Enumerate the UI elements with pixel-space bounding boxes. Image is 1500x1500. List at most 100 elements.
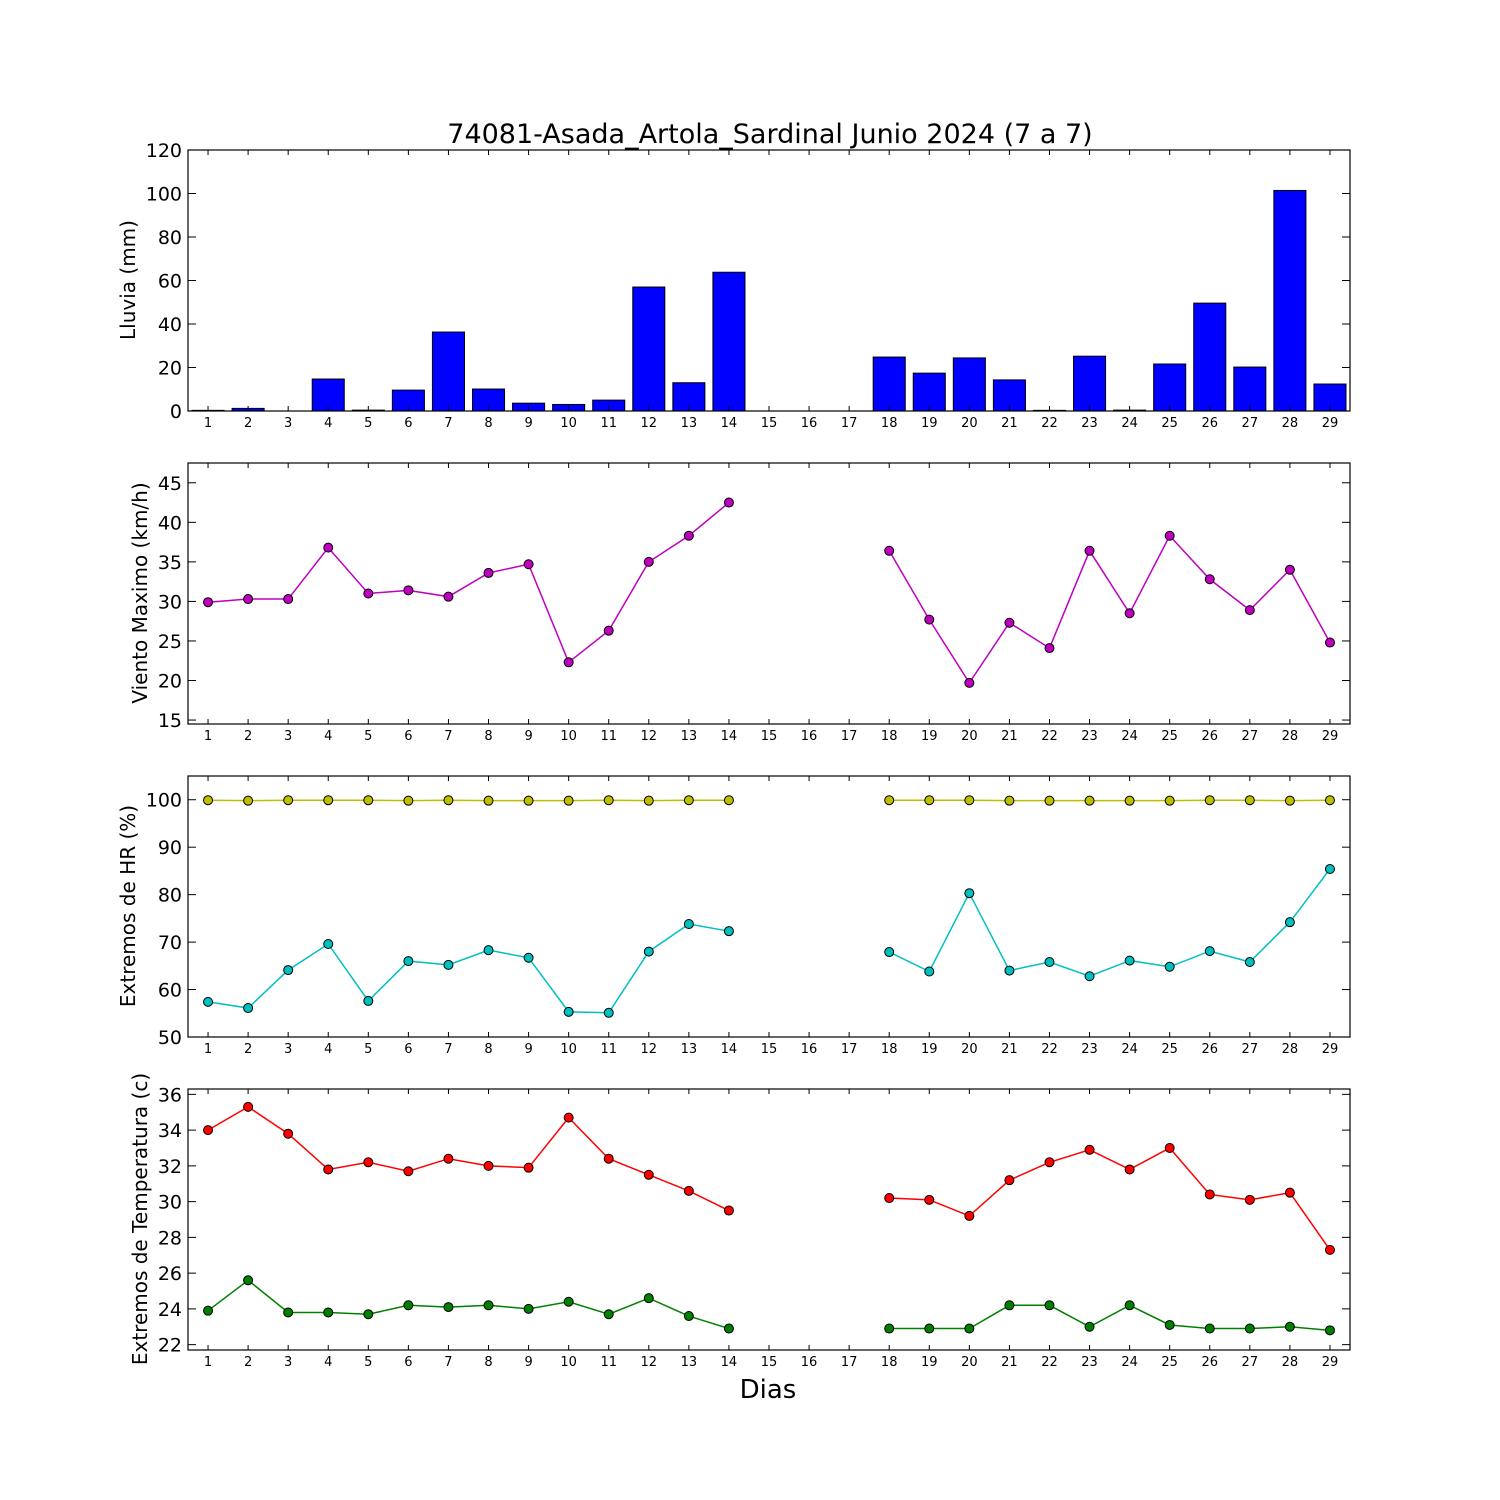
- point-day-26: [1204, 1323, 1215, 1334]
- point-day-4: [323, 1164, 334, 1175]
- series-line-segment: [207, 1105, 730, 1212]
- x-tick-label: 9: [524, 1355, 532, 1370]
- point-day-27: [1244, 957, 1255, 968]
- x-tick-label: 2: [244, 729, 252, 744]
- point-day-1: [203, 795, 214, 806]
- y-tick-label: 32: [158, 1156, 182, 1178]
- x-tick-label: 6: [404, 729, 412, 744]
- point-day-5: [363, 995, 374, 1006]
- x-tick-label: 26: [1201, 1042, 1218, 1057]
- y-tick-label: 60: [158, 271, 182, 293]
- point-day-12: [643, 946, 654, 957]
- point-day-20: [964, 1323, 975, 1334]
- point-day-13: [683, 1185, 694, 1196]
- x-axis-label: Dias: [740, 1375, 797, 1405]
- point-day-2: [243, 795, 254, 806]
- x-tick-label: 15: [761, 1042, 778, 1057]
- chart-panels: 1 2 3 4 5 6 7 8 9 10 11 12 13 14 15 16 17 18 19 20 21 22 23 24 2…: [116, 140, 1351, 1370]
- x-tick-label: 20: [961, 1355, 978, 1370]
- y-tick-label: 25: [158, 631, 182, 653]
- x-tick-label: 12: [641, 1042, 658, 1057]
- point-day-7: [443, 959, 454, 970]
- point-day-19: [924, 614, 935, 625]
- y-tick-label: 24: [158, 1299, 182, 1321]
- series-line-segment: [888, 534, 1331, 685]
- x-tick-label: 3: [284, 1355, 292, 1370]
- line-series-1: [203, 795, 1335, 806]
- x-tick-label: 16: [801, 729, 818, 744]
- y-axis-label: Extremos de Temperatura (c): [128, 1073, 152, 1365]
- point-day-14: [723, 795, 734, 806]
- x-tick-label: 27: [1242, 1042, 1259, 1057]
- x-tick-label: 1: [204, 1355, 212, 1370]
- x-tick-label: 23: [1081, 729, 1098, 744]
- x-tick-label: 19: [921, 1355, 938, 1370]
- point-day-5: [363, 795, 374, 806]
- point-day-14: [723, 497, 734, 508]
- x-tick-label: 25: [1161, 729, 1178, 744]
- x-tick-label: 5: [364, 1042, 372, 1057]
- point-day-6: [403, 585, 414, 596]
- point-day-13: [683, 795, 694, 806]
- point-day-3: [283, 1128, 294, 1139]
- point-day-7: [443, 1302, 454, 1313]
- series-line-segment: [207, 1279, 730, 1330]
- x-tick-label: 14: [721, 1042, 738, 1057]
- point-day-1: [203, 597, 214, 608]
- x-tick-label: 21: [1001, 1355, 1018, 1370]
- x-tick-label: 7: [444, 1355, 452, 1370]
- line-series-1: [203, 1101, 1335, 1255]
- y-tick-label: 100: [146, 790, 182, 812]
- bar-day-26: [1193, 302, 1227, 412]
- x-tick-label: 22: [1041, 1042, 1058, 1057]
- x-tick-label: 13: [681, 416, 698, 431]
- x-tick-label: 11: [600, 1355, 617, 1370]
- line-series-2: [203, 864, 1335, 1018]
- point-day-4: [323, 938, 334, 949]
- series-line-segment: [207, 923, 730, 1014]
- x-tick-label: 21: [1001, 729, 1018, 744]
- point-day-8: [483, 795, 494, 806]
- x-tick-label: 19: [921, 729, 938, 744]
- x-tick-label: 9: [524, 729, 532, 744]
- bar-day-28: [1273, 189, 1307, 412]
- y-tick-label: 35: [158, 552, 182, 574]
- point-day-3: [283, 795, 294, 806]
- x-tick-label: 25: [1161, 1042, 1178, 1057]
- x-tick-label: 9: [524, 1042, 532, 1057]
- point-day-14: [723, 1205, 734, 1216]
- x-tick-label: 22: [1041, 1355, 1058, 1370]
- x-tick-label: 5: [364, 1355, 372, 1370]
- panel-3: 1 2 3 4 5 6 7 8 9 10 11 12 13 14 15 16 17 18 19 20 21 22 23 24 2…: [116, 775, 1351, 1057]
- x-tick-label: 18: [881, 729, 898, 744]
- point-day-12: [643, 556, 654, 567]
- x-tick-label: 8: [484, 1355, 492, 1370]
- x-tick-label: 3: [284, 1042, 292, 1057]
- point-day-18: [884, 1323, 895, 1334]
- point-day-12: [643, 1169, 654, 1180]
- point-day-18: [884, 947, 895, 958]
- line-series-1: [203, 497, 1335, 688]
- point-day-18: [884, 795, 895, 806]
- point-day-11: [603, 1309, 614, 1320]
- point-day-7: [443, 1153, 454, 1164]
- point-day-5: [363, 588, 374, 599]
- x-tick-label: 4: [324, 729, 332, 744]
- x-tick-label: 2: [244, 1042, 252, 1057]
- x-tick-label: 1: [204, 729, 212, 744]
- point-day-11: [603, 1153, 614, 1164]
- point-day-9: [523, 1162, 534, 1173]
- point-day-22: [1044, 957, 1055, 968]
- point-day-19: [924, 795, 935, 806]
- point-day-2: [243, 594, 254, 605]
- x-tick-label: 10: [560, 729, 577, 744]
- x-tick-label: 15: [761, 416, 778, 431]
- point-day-23: [1084, 1321, 1095, 1332]
- y-tick-label: 70: [158, 932, 182, 954]
- point-day-23: [1084, 545, 1095, 556]
- x-tick-label: 26: [1201, 1355, 1218, 1370]
- point-day-21: [1004, 965, 1015, 976]
- x-tick-label: 6: [404, 416, 412, 431]
- x-tick-label: 12: [641, 416, 658, 431]
